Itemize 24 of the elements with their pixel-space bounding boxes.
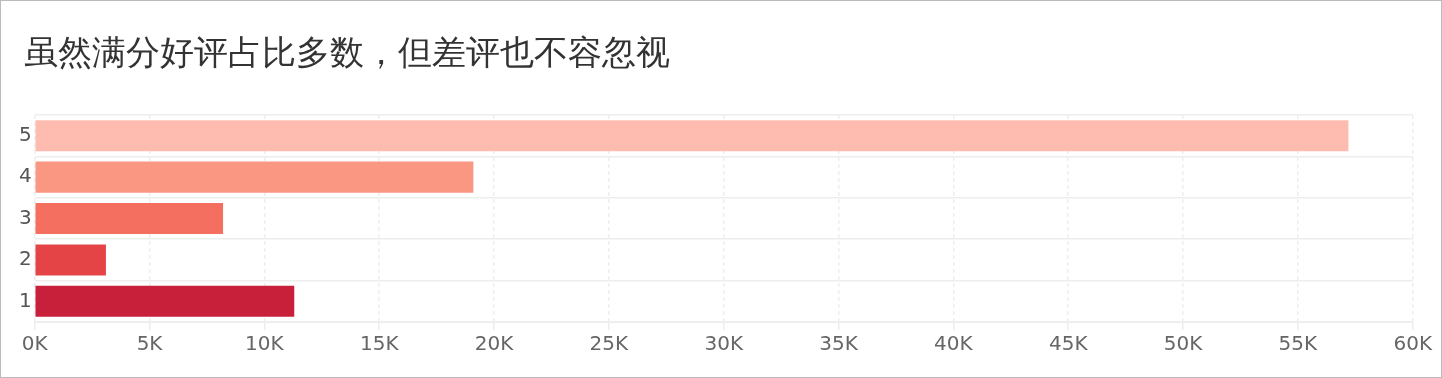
x-tick-label: 50K	[1163, 331, 1204, 356]
y-tick-label: 2	[18, 246, 32, 271]
x-tick-label: 0K	[21, 331, 49, 356]
y-tick-label: 1	[18, 287, 32, 312]
bar	[35, 285, 295, 317]
bar	[35, 120, 1349, 152]
bar	[35, 244, 106, 276]
x-tick-label: 60K	[1393, 331, 1433, 356]
bar	[35, 161, 474, 193]
y-tick-label: 4	[18, 163, 32, 188]
x-tick-label: 20K	[474, 331, 515, 356]
y-tick-label: 5	[18, 121, 32, 146]
x-tick-label: 35K	[819, 331, 859, 356]
x-tick-label: 5K	[136, 331, 164, 356]
x-tick-label: 40K	[934, 331, 974, 356]
y-tick-label: 3	[18, 204, 32, 229]
x-tick-label: 55K	[1278, 331, 1319, 356]
chart-title: 虽然满分好评占比多数，但差评也不容忽视	[24, 31, 670, 74]
x-tick-label: 10K	[245, 331, 285, 356]
x-tick-label: 15K	[359, 331, 400, 356]
bar	[35, 202, 224, 235]
x-tick-label: 30K	[704, 331, 744, 356]
x-tick-label: 25K	[589, 331, 630, 356]
x-tick-label: 45K	[1048, 331, 1089, 356]
